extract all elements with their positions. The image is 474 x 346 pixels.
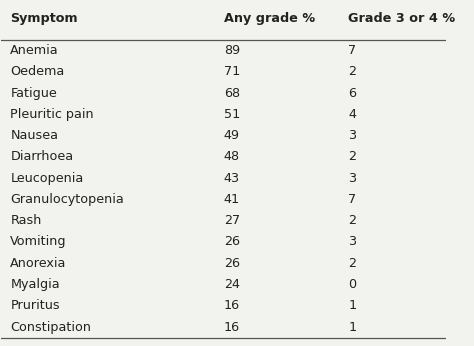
Text: Leucopenia: Leucopenia	[10, 172, 83, 185]
Text: 3: 3	[348, 236, 356, 248]
Text: Granulocytopenia: Granulocytopenia	[10, 193, 124, 206]
Text: 1: 1	[348, 321, 356, 334]
Text: 0: 0	[348, 278, 356, 291]
Text: 4: 4	[348, 108, 356, 121]
Text: Fatigue: Fatigue	[10, 86, 57, 100]
Text: 3: 3	[348, 172, 356, 185]
Text: Myalgia: Myalgia	[10, 278, 60, 291]
Text: 26: 26	[224, 257, 240, 270]
Text: Anorexia: Anorexia	[10, 257, 67, 270]
Text: 71: 71	[224, 65, 240, 78]
Text: Grade 3 or 4 %: Grade 3 or 4 %	[348, 12, 456, 25]
Text: 2: 2	[348, 65, 356, 78]
Text: 3: 3	[348, 129, 356, 142]
Text: 26: 26	[224, 236, 240, 248]
Text: 41: 41	[224, 193, 240, 206]
Text: 6: 6	[348, 86, 356, 100]
Text: 1: 1	[348, 299, 356, 312]
Text: 43: 43	[224, 172, 240, 185]
Text: 2: 2	[348, 151, 356, 163]
Text: 16: 16	[224, 321, 240, 334]
Text: 89: 89	[224, 44, 240, 57]
Text: Anemia: Anemia	[10, 44, 59, 57]
Text: 68: 68	[224, 86, 240, 100]
Text: Any grade %: Any grade %	[224, 12, 315, 25]
Text: 2: 2	[348, 257, 356, 270]
Text: 24: 24	[224, 278, 240, 291]
Text: Symptom: Symptom	[10, 12, 78, 25]
Text: Rash: Rash	[10, 214, 42, 227]
Text: Pruritus: Pruritus	[10, 299, 60, 312]
Text: 27: 27	[224, 214, 240, 227]
Text: Vomiting: Vomiting	[10, 236, 67, 248]
Text: Nausea: Nausea	[10, 129, 58, 142]
Text: 2: 2	[348, 214, 356, 227]
Text: 51: 51	[224, 108, 240, 121]
Text: 16: 16	[224, 299, 240, 312]
Text: 49: 49	[224, 129, 240, 142]
Text: Oedema: Oedema	[10, 65, 64, 78]
Text: 48: 48	[224, 151, 240, 163]
Text: Constipation: Constipation	[10, 321, 91, 334]
Text: Diarrhoea: Diarrhoea	[10, 151, 73, 163]
Text: Pleuritic pain: Pleuritic pain	[10, 108, 94, 121]
Text: 7: 7	[348, 44, 356, 57]
Text: 7: 7	[348, 193, 356, 206]
